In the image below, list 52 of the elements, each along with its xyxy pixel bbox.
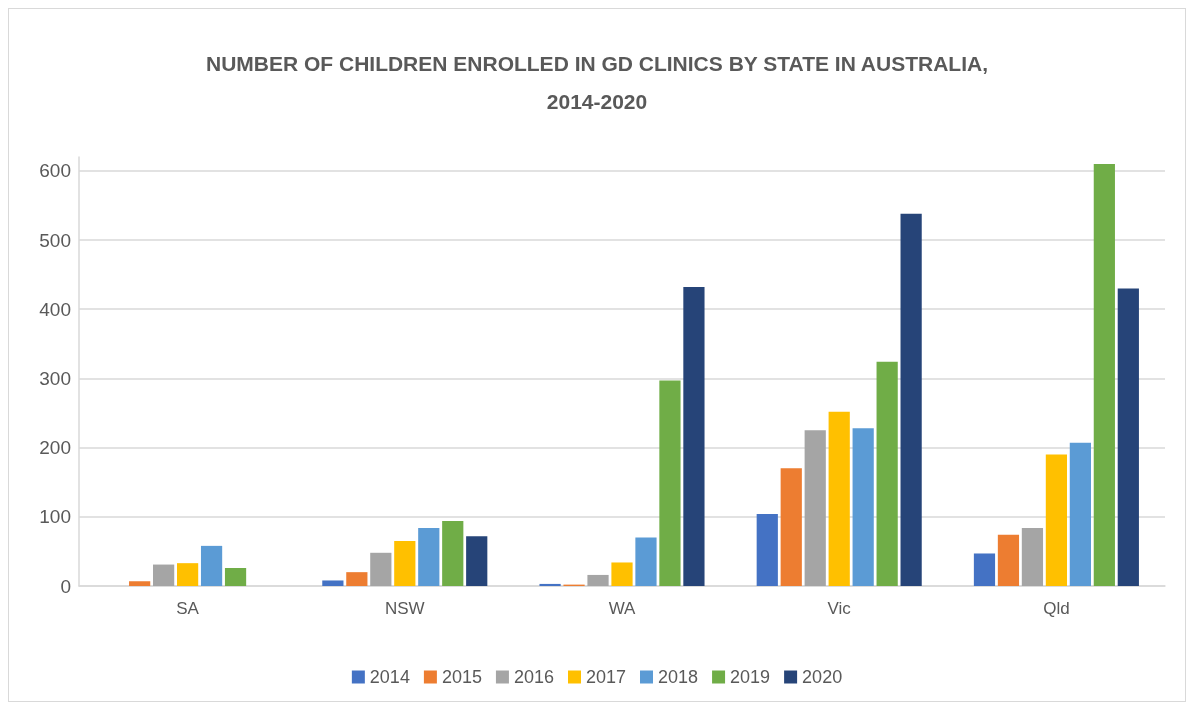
y-tick-label: 500: [39, 229, 71, 251]
bar: [322, 580, 344, 586]
bar: [1093, 163, 1115, 586]
bar: [153, 564, 175, 586]
bar: [852, 428, 874, 586]
bar: [224, 568, 247, 586]
legend-label: 2016: [513, 667, 554, 687]
legend-label: 2015: [441, 667, 482, 687]
bar: [611, 562, 633, 586]
bar: [176, 563, 199, 586]
x-tick-label: SA: [176, 599, 200, 618]
bar: [876, 361, 898, 586]
bar: [394, 541, 416, 586]
bar: [346, 572, 368, 586]
y-tick-label: 300: [39, 367, 71, 389]
y-tick-label: 0: [60, 575, 71, 597]
bar: [973, 553, 996, 586]
y-tick-label: 200: [39, 437, 71, 459]
bar: [635, 537, 657, 586]
x-tick-label: NSW: [384, 599, 425, 618]
y-tick-label: 600: [39, 160, 71, 182]
bar: [804, 430, 826, 586]
bar: [370, 552, 392, 586]
y-tick-label: 100: [39, 506, 71, 528]
bar: [756, 514, 778, 586]
x-tick-label: Vic: [827, 599, 852, 618]
chart-title: NUMBER OF CHILDREN ENROLLED IN GD CLINICS BY STATE IN AUSTRALIA, 2014-2020: [205, 51, 989, 113]
bar: [442, 520, 464, 586]
bar: [539, 583, 561, 586]
legend-label: 2020: [802, 667, 843, 687]
bar: [1045, 454, 1068, 586]
bar: [828, 411, 850, 586]
legend-label: 2019: [730, 667, 771, 687]
x-tick-label: Qld: [1043, 599, 1070, 618]
bar: [780, 468, 802, 586]
bar: [129, 581, 151, 586]
bar: [587, 574, 609, 586]
bar: [1069, 442, 1091, 586]
legend-label: 2014: [369, 667, 410, 687]
legend-label: 2018: [658, 667, 699, 687]
x-tick-label: WA: [608, 599, 637, 618]
bar: [200, 545, 223, 586]
bar: [900, 213, 922, 586]
bar: [997, 534, 1020, 586]
bar: [466, 536, 488, 586]
y-tick-label: 400: [39, 298, 71, 320]
bar: [683, 287, 705, 586]
bar: [418, 527, 440, 586]
legend-label: 2017: [585, 667, 627, 687]
bar: [659, 380, 681, 586]
bar: [1021, 527, 1044, 586]
bar: [1117, 288, 1139, 586]
